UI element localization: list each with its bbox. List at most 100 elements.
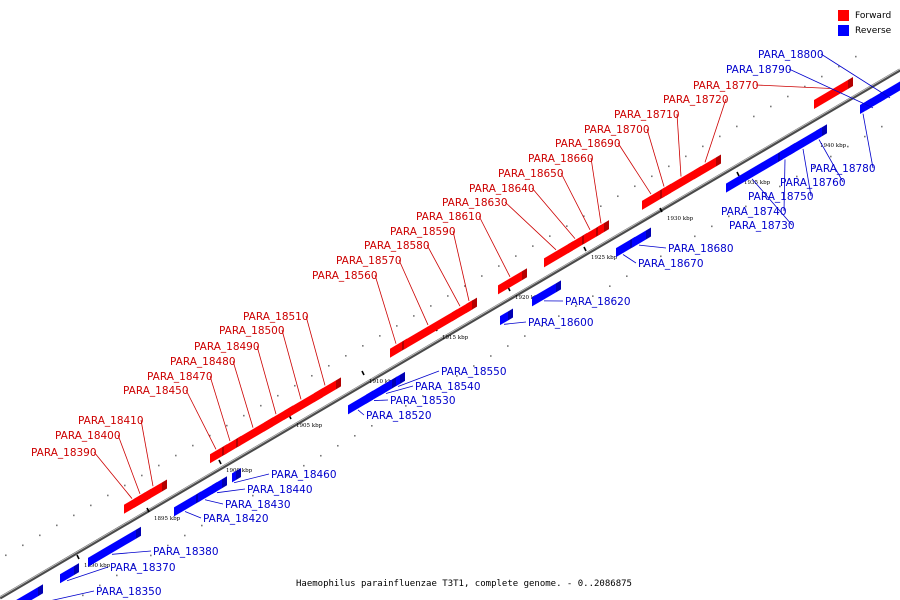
- gene-para-18550[interactable]: [396, 371, 405, 387]
- gene-leader-line: [704, 98, 727, 163]
- gene-label[interactable]: PARA_18740: [721, 206, 787, 218]
- gene-para-18590[interactable]: [466, 297, 477, 314]
- gene-para-18540[interactable]: [380, 376, 397, 396]
- gene-label[interactable]: PARA_18720: [663, 94, 729, 106]
- gene-para-18570[interactable]: [404, 309, 457, 350]
- gene-label[interactable]: PARA_18510: [243, 311, 309, 323]
- gene-label[interactable]: PARA_18500: [219, 325, 285, 337]
- gene-front-face: [16, 587, 38, 600]
- gene-label[interactable]: PARA_18800: [758, 49, 824, 61]
- gene-label[interactable]: PARA_18550: [441, 366, 507, 378]
- gene-label[interactable]: PARA_18570: [336, 255, 402, 267]
- backbone-dot: [252, 494, 254, 497]
- gene-label[interactable]: PARA_18660: [528, 153, 594, 165]
- gene-top-face: [284, 387, 323, 411]
- backbone-dot: [82, 594, 84, 597]
- gene-label[interactable]: PARA_18520: [366, 410, 432, 422]
- gene-label[interactable]: PARA_18480: [170, 356, 236, 368]
- gene-top-face: [198, 482, 217, 494]
- gene-label[interactable]: PARA_18490: [194, 341, 260, 353]
- gene-label[interactable]: PARA_18730: [729, 220, 795, 232]
- gene-leader-line: [232, 360, 254, 428]
- gene-para-18440[interactable]: [212, 476, 227, 495]
- gene-para-18610[interactable]: [498, 268, 527, 295]
- gene-label[interactable]: PARA_18380: [153, 546, 219, 558]
- gene-para-18760[interactable]: [816, 124, 827, 140]
- gene-label[interactable]: PARA_18430: [225, 499, 291, 511]
- gene-para-18600[interactable]: [500, 308, 513, 326]
- gene-label[interactable]: PARA_18690: [555, 138, 621, 150]
- backbone-dot: [736, 125, 738, 128]
- gene-para-18800[interactable]: [880, 79, 900, 103]
- gene-top-face: [404, 309, 457, 341]
- gene-label[interactable]: PARA_18470: [147, 371, 213, 383]
- gene-para-18410[interactable]: [144, 479, 167, 503]
- gene-top-face: [232, 468, 241, 474]
- gene-label[interactable]: PARA_18620: [565, 296, 631, 308]
- gene-para-18770[interactable]: [814, 77, 853, 109]
- gene-label[interactable]: PARA_18460: [271, 469, 337, 481]
- gene-label[interactable]: PARA_18560: [312, 270, 378, 282]
- gene-para-18510[interactable]: [314, 377, 341, 403]
- gene-top-face: [616, 236, 635, 249]
- gene-label[interactable]: PARA_18390: [31, 447, 97, 459]
- gene-label[interactable]: PARA_18350: [96, 586, 162, 598]
- gene-label[interactable]: PARA_18580: [364, 240, 430, 252]
- gene-label[interactable]: PARA_18760: [780, 177, 846, 189]
- backbone-dot: [583, 215, 585, 217]
- backbone-dot: [201, 524, 203, 527]
- backbone-dot: [396, 325, 398, 327]
- gene-top-face: [632, 227, 651, 239]
- gene-para-18350[interactable]: [6, 584, 43, 600]
- backbone-dot: [719, 135, 721, 138]
- gene-label[interactable]: PARA_18780: [810, 163, 876, 175]
- gene-top-face: [568, 233, 587, 245]
- axis-tick-mark: [361, 370, 365, 376]
- gene-top-face: [532, 280, 561, 298]
- backbone-dot: [243, 414, 245, 417]
- gene-leader-line: [397, 370, 440, 387]
- gene-label[interactable]: PARA_18540: [415, 381, 481, 393]
- gene-label[interactable]: PARA_18400: [55, 430, 121, 442]
- gene-label[interactable]: PARA_18790: [726, 64, 792, 76]
- gene-label[interactable]: PARA_18700: [584, 124, 650, 136]
- gene-front-face: [584, 227, 596, 244]
- backbone-dot: [609, 285, 611, 287]
- gene-para-18620[interactable]: [532, 280, 561, 307]
- gene-label[interactable]: PARA_18710: [614, 109, 680, 121]
- gene-label[interactable]: PARA_18750: [748, 191, 814, 203]
- axis-tick-mark: [736, 171, 740, 177]
- gene-label[interactable]: PARA_18410: [78, 415, 144, 427]
- gene-para-18720[interactable]: [694, 154, 721, 180]
- gene-label[interactable]: PARA_18650: [498, 168, 564, 180]
- gene-label[interactable]: PARA_18670: [638, 258, 704, 270]
- gene-para-18370[interactable]: [60, 563, 79, 584]
- backbone-dot: [218, 514, 220, 517]
- gene-para-18680[interactable]: [632, 227, 651, 248]
- gene-label[interactable]: PARA_18770: [693, 80, 759, 92]
- gene-label[interactable]: PARA_18610: [416, 211, 482, 223]
- gene-label[interactable]: PARA_18640: [469, 183, 535, 195]
- gene-label[interactable]: PARA_18590: [390, 226, 456, 238]
- gene-label[interactable]: PARA_18420: [203, 513, 269, 525]
- gene-label[interactable]: PARA_18370: [110, 562, 176, 574]
- gene-label[interactable]: PARA_18450: [123, 385, 189, 397]
- backbone-dot: [277, 394, 279, 397]
- gene-leader-line: [504, 201, 557, 251]
- backbone-dot: [388, 415, 390, 417]
- backbone-dot: [498, 265, 500, 267]
- backbone-dot: [821, 75, 823, 78]
- backbone-dot: [592, 295, 594, 297]
- gene-label[interactable]: PARA_18440: [247, 484, 313, 496]
- gene-para-18660[interactable]: [598, 220, 609, 236]
- gene-leader-line: [560, 172, 591, 231]
- gene-front-face: [780, 146, 790, 161]
- gene-label[interactable]: PARA_18530: [390, 395, 456, 407]
- gene-label[interactable]: PARA_18630: [442, 197, 508, 209]
- gene-para-18460[interactable]: [232, 468, 241, 483]
- gene-para-18380[interactable]: [88, 526, 141, 567]
- gene-front-face: [380, 379, 392, 396]
- gene-label[interactable]: PARA_18600: [528, 317, 594, 329]
- gene-para-18690[interactable]: [642, 187, 665, 210]
- gene-label[interactable]: PARA_18680: [668, 243, 734, 255]
